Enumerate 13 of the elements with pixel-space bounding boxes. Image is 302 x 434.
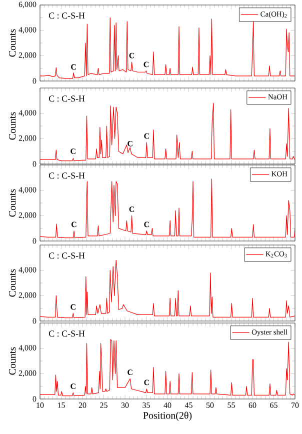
annotation: C : C-S-H [48, 252, 85, 259]
line-series [40, 178, 295, 238]
y-axis-title: Counts [9, 29, 16, 57]
y-axis-title: Counts [9, 189, 16, 217]
annotation: C : C-S-H [48, 172, 85, 179]
annotation: C : C-S-H [48, 330, 85, 337]
y-axis-title: Counts [9, 112, 16, 140]
y-axis-title: Counts [9, 269, 16, 297]
x-axis-title: Position(2θ) [143, 412, 192, 421]
y-axis-title: Counts [9, 347, 16, 375]
annotation: C : C-S-H [48, 96, 85, 102]
line-series [40, 260, 295, 318]
annotation: C : C-S-H [48, 12, 85, 19]
